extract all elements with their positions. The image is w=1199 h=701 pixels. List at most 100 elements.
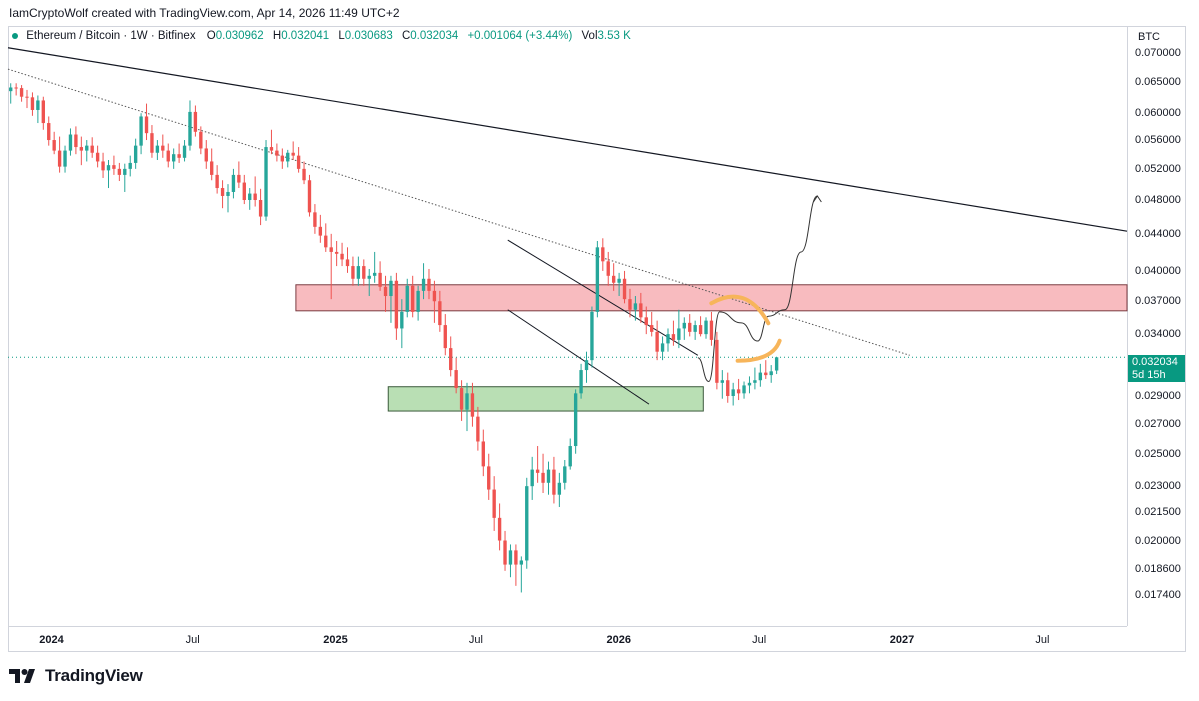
candle	[454, 357, 458, 394]
last-price-value: 0.032034	[1132, 356, 1178, 368]
candle	[546, 461, 551, 495]
market-status-dot	[12, 32, 18, 39]
candle-body	[128, 162, 132, 169]
candle-body	[465, 393, 469, 410]
candle	[264, 140, 268, 221]
candle	[362, 259, 366, 286]
price-unit-label[interactable]: BTC	[1138, 31, 1160, 43]
candle	[302, 161, 306, 185]
candle	[139, 113, 143, 155]
candle-body	[693, 325, 697, 332]
candle-body	[747, 382, 752, 386]
candle	[769, 365, 773, 383]
candle-body	[476, 416, 480, 442]
candle	[671, 320, 676, 346]
candle-body	[622, 278, 627, 300]
symbol-title[interactable]: Ethereum / Bitcoin · 1W · Bitfinex	[26, 30, 196, 42]
candle	[36, 95, 40, 124]
candle-body	[275, 150, 279, 156]
price-tick-label: 0.023000	[1135, 480, 1181, 493]
volume-value: 3.53 K	[597, 30, 631, 42]
candle-body	[269, 147, 274, 151]
candle	[411, 275, 415, 318]
open-label: O	[206, 30, 216, 42]
time-tick-label: Jul	[468, 634, 483, 646]
candle-body	[405, 285, 409, 312]
candle-body	[606, 261, 610, 276]
candle-body	[389, 280, 393, 297]
candle	[318, 214, 323, 243]
candle	[226, 184, 230, 213]
candle	[9, 83, 13, 104]
candle	[573, 389, 578, 454]
candle-body	[85, 145, 89, 151]
candle	[644, 306, 648, 335]
candle	[698, 316, 703, 337]
symbol-legend[interactable]: Ethereum / Bitcoin · 1W · Bitfinex O 0.03…	[12, 30, 637, 42]
candle-body	[329, 247, 333, 252]
candle-body	[345, 259, 350, 267]
price-tick-label: 0.021500	[1135, 506, 1181, 519]
projection-arrowhead	[812, 195, 822, 203]
candle	[400, 299, 404, 349]
candle-body	[177, 154, 181, 158]
tradingview-logo[interactable]: TradingView	[9, 666, 143, 686]
candle-body	[492, 489, 496, 518]
candle	[269, 129, 274, 155]
candle-body	[362, 266, 366, 279]
candle-body	[508, 550, 513, 565]
candle	[95, 145, 100, 168]
price-tick-label: 0.040000	[1135, 264, 1181, 277]
candle	[210, 148, 214, 181]
close-value: 0.032034	[410, 30, 459, 42]
time-tick-label: 2024	[39, 634, 64, 646]
candle	[421, 263, 426, 300]
candle-body	[372, 272, 377, 276]
candle	[693, 320, 697, 340]
candle-body	[541, 472, 545, 483]
price-tick-label: 0.044000	[1135, 227, 1181, 240]
candle-body	[324, 235, 328, 248]
price-scale[interactable]	[1127, 26, 1186, 626]
candle	[313, 204, 317, 234]
candle	[432, 280, 437, 323]
price-tick-label: 0.056000	[1135, 134, 1181, 147]
candle	[481, 429, 485, 477]
chart-frame	[8, 26, 1186, 652]
candle	[508, 544, 513, 578]
candle-body	[568, 446, 572, 467]
candle-body	[351, 266, 355, 279]
candle-body	[36, 100, 40, 110]
candle-body	[161, 145, 165, 151]
candle	[329, 233, 333, 300]
candle-body	[248, 193, 252, 201]
candle	[150, 125, 154, 158]
candle	[188, 100, 192, 151]
candle-body	[237, 174, 241, 183]
chart-credit-line: IamCryptoWolf created with TradingView.c…	[9, 6, 400, 20]
candle	[291, 141, 295, 160]
volume-label: Vol	[581, 30, 598, 42]
candle	[248, 188, 252, 210]
candle	[704, 317, 708, 339]
candle	[275, 143, 279, 162]
time-scale[interactable]	[8, 626, 1127, 652]
candle	[85, 140, 89, 162]
candle-body	[758, 372, 763, 381]
candle	[492, 476, 496, 531]
candle-body	[671, 334, 676, 340]
candle-body	[367, 275, 371, 279]
candle	[514, 544, 518, 586]
candle	[41, 96, 45, 130]
candle-body	[356, 266, 361, 279]
candle-body	[383, 286, 388, 297]
candle	[476, 406, 480, 451]
candle-body	[742, 385, 746, 394]
candle	[47, 116, 51, 146]
candle	[90, 137, 94, 158]
candle-body	[519, 560, 524, 565]
low-value: 0.030683	[344, 30, 393, 42]
candle-body	[90, 145, 94, 153]
candle	[356, 256, 361, 286]
